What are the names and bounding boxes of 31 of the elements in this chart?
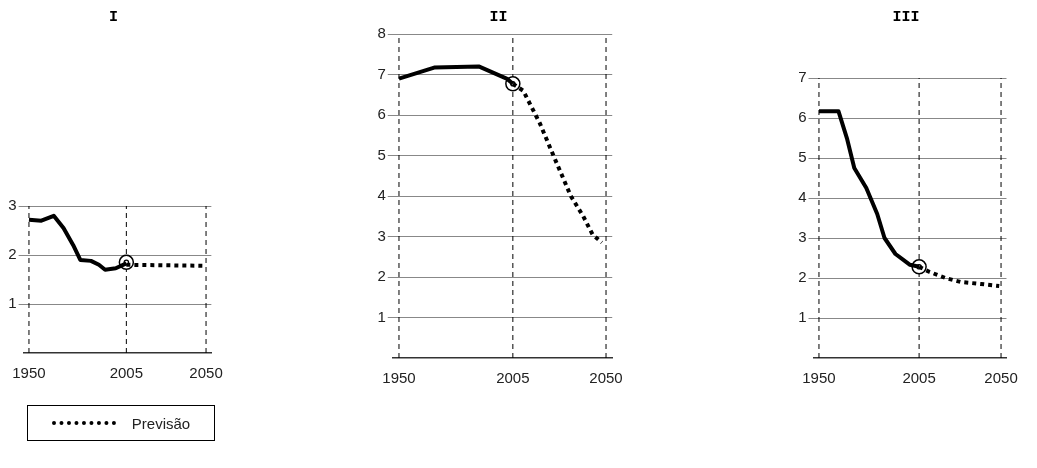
x-tick-label: 2005 — [902, 369, 936, 387]
y-tick-label: 1 — [798, 308, 807, 326]
x-tick-label: 1950 — [802, 369, 836, 387]
chart-title: II — [489, 8, 508, 26]
y-tick-label: 3 — [798, 228, 807, 246]
y-tick-label: 2 — [798, 268, 807, 286]
y-tick-label: 5 — [798, 148, 807, 166]
x-tick-label: 1950 — [382, 369, 416, 387]
legend-label: Previsão — [131, 414, 191, 432]
y-tick-label: 4 — [798, 188, 807, 206]
y-tick-label: 4 — [377, 186, 386, 204]
y-tick-label: 8 — [377, 24, 386, 42]
x-tick-label: 2050 — [189, 364, 223, 382]
y-tick-label: 5 — [377, 145, 386, 163]
y-tick-label: 3 — [8, 196, 17, 214]
y-tick-label: 7 — [377, 64, 386, 82]
chart-title: I — [108, 8, 119, 26]
y-tick-label: 1 — [377, 307, 386, 325]
x-tick-label: 2005 — [109, 364, 144, 382]
y-tick-label: 2 — [8, 245, 17, 263]
x-tick-label: 2050 — [589, 369, 623, 387]
y-tick-label: 1 — [8, 294, 17, 312]
chart-title: III — [892, 8, 920, 26]
y-tick-label: 6 — [798, 108, 807, 126]
y-tick-label: 6 — [377, 105, 386, 123]
y-tick-label: 3 — [377, 226, 386, 244]
y-tick-label: 2 — [377, 267, 386, 285]
x-tick-label: 1950 — [12, 364, 46, 382]
y-tick-label: 7 — [798, 68, 807, 86]
x-tick-label: 2050 — [984, 369, 1018, 387]
x-tick-label: 2005 — [496, 369, 530, 387]
